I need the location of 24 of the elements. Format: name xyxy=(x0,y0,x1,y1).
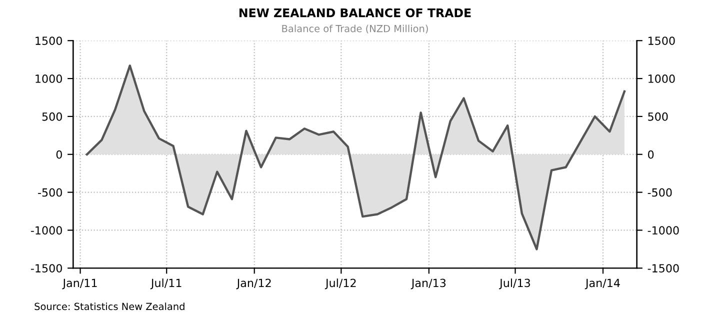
y2-tick-label: -1000 xyxy=(648,226,679,235)
y2-tick-label: -1500 xyxy=(648,264,679,273)
y2-tick-label: 500 xyxy=(648,112,668,121)
y2-tick-label: 1000 xyxy=(648,74,675,83)
x-tick-label: Jan/11 xyxy=(62,278,97,290)
y-tick-label: 1000 xyxy=(36,74,62,83)
x-tick-label: Jul/13 xyxy=(499,278,530,290)
y-tick-label: 500 xyxy=(42,112,62,121)
x-tick-label: Jul/11 xyxy=(150,278,182,290)
y2-tick-label: 0 xyxy=(648,150,654,159)
x-tick-label: Jan/13 xyxy=(410,278,446,290)
y2-tick-label: -500 xyxy=(648,188,672,197)
x-tick-label: Jul/12 xyxy=(324,278,356,290)
y-tick-label: 1500 xyxy=(36,36,62,46)
y2-tick-label: 1500 xyxy=(648,36,675,46)
x-tick-label: Jan/14 xyxy=(584,278,620,290)
y-tick-label: 0 xyxy=(56,150,62,159)
source-note: Source: Statistics New Zealand xyxy=(34,302,184,310)
chart-title: NEW ZEALAND BALANCE OF TRADE xyxy=(240,8,471,18)
chart-subtitle: Balance of Trade (NZD Million) xyxy=(282,24,428,34)
y-tick-label: -1000 xyxy=(30,226,62,235)
x-tick-label: Jan/12 xyxy=(236,278,271,290)
y-tick-label: -1500 xyxy=(30,264,62,273)
y-tick-label: -500 xyxy=(38,188,62,197)
